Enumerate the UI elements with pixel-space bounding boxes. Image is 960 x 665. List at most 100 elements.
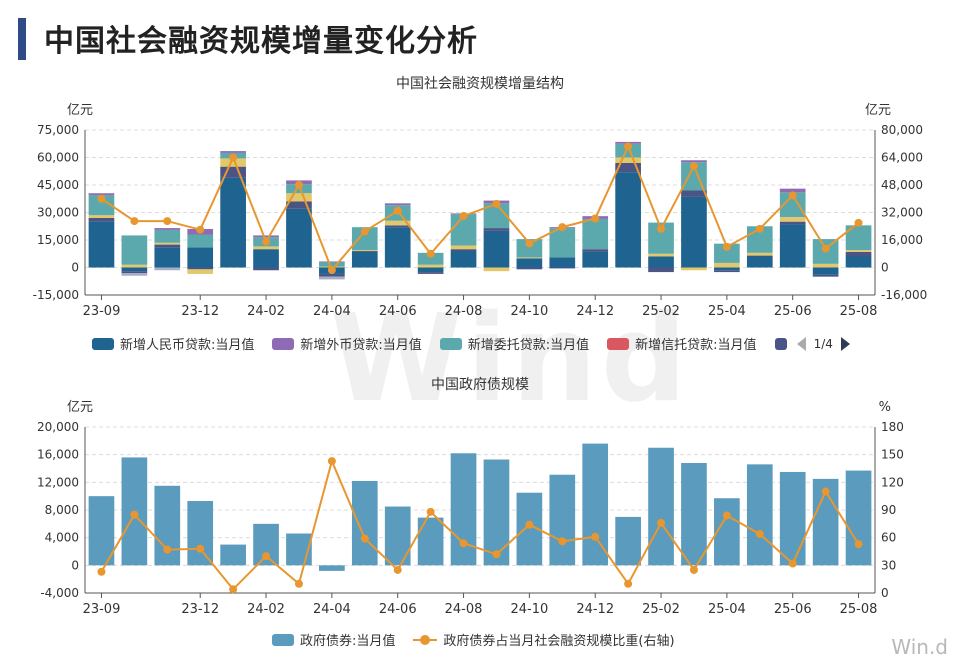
legend-item-rmb-loans[interactable]: 新增人民币贷款:当月值 [92,334,254,353]
y-tick-label-right: 30 [881,558,896,572]
bar-segment [253,235,279,238]
bar-segment [779,221,806,225]
line-point [525,520,534,529]
bar-segment [714,267,740,271]
title-accent-bar [18,18,26,60]
legend-label: 新增人民币贷款:当月值 [120,338,255,353]
line-point [229,153,238,162]
x-tick-label: 24-10 [510,602,548,617]
y-tick-label-right: 120 [881,475,904,489]
bar-segment [516,258,543,268]
line-point [689,162,698,171]
legend-swatch [92,337,114,350]
line-point [130,217,139,226]
y-tick-label-right: 150 [881,448,904,462]
line-point [360,534,369,543]
line-point [294,579,303,588]
bar-segment [779,224,806,268]
bar-segment [286,201,312,209]
bar-segment [516,239,543,258]
bar-segment [351,251,378,268]
bar-segment [483,459,510,566]
x-tick-label: 25-02 [642,304,680,319]
bar-segment [384,220,411,226]
line-point [393,206,402,215]
legend-swatch [272,337,295,350]
bar-segment [187,501,214,566]
watermark-logo: Wind [330,290,691,429]
line-point [689,565,698,574]
bar-segment [220,166,246,178]
bar-segment [121,264,148,268]
legend-item-entrusted-loans[interactable]: 新增委托贷款:当月值 [439,334,589,353]
y-tick-label-left: 16,000 [37,448,79,462]
bar-segment [253,249,279,268]
y-tick-label-left: 45,000 [37,178,79,192]
line-point [558,537,567,546]
bar-segment [681,196,707,268]
bar-segment [187,247,214,268]
bar-segment [549,267,576,269]
legend-label: 新增信托贷款:当月值 [635,338,757,353]
legend-item-fx-loans[interactable]: 新增外币贷款:当月值 [272,334,422,353]
bar-segment [384,203,411,206]
bar-segment [417,267,444,273]
y-tick-label-right: 32,000 [881,206,923,220]
bar-segment [746,256,773,268]
line-point [558,223,567,232]
line-series [100,458,860,591]
bar-segment [88,215,115,218]
y-tick-label-left: -4,000 [40,586,79,600]
line-point [492,199,501,208]
line-point [657,518,666,527]
x-tick-label: 25-04 [708,304,746,319]
bar-segment [516,267,543,270]
line-point [262,552,271,561]
bar-segment [319,565,345,571]
bar-segment [319,262,345,267]
y-tick-label-right: 90 [881,503,896,517]
bar-segment [648,447,674,566]
x-tick-label: 25-08 [840,602,878,617]
legend-item-gov-bonds[interactable]: 政府债券:当月值 [272,630,395,649]
chart2-legend: 政府债券:当月值 政府债券占当月社会融资规模比重(右轴) [272,630,693,649]
bar-segment [187,267,214,270]
bar-segment [220,151,246,153]
line-point [854,218,863,227]
bar-segment [483,228,510,231]
line-point [788,191,797,200]
legend-item-trust-loans[interactable]: 新增信托贷款:当月值 [607,334,757,353]
bar-segment [582,443,609,566]
line-point [229,585,238,594]
line-point [196,544,205,553]
bar-segment [121,235,148,265]
bar-segment [681,267,707,271]
legend-prev-page-icon[interactable] [796,336,806,351]
bar-segment [319,276,345,280]
legend-next-page-icon[interactable] [840,336,850,351]
bar-segment [615,143,641,158]
line-point [722,511,731,520]
bar-segment [88,218,115,222]
bar-segment [549,228,576,258]
y-tick-label-left: 20,000 [37,420,79,434]
x-tick-label: 23-12 [181,304,219,319]
bar-segment [384,225,411,228]
legend-item-gov-bond-share[interactable]: 政府债券占当月社会融资规模比重(右轴) [413,630,675,649]
x-tick-label: 24-06 [379,602,417,617]
bar-segment [615,172,641,268]
line-point [591,532,600,541]
legend-page-indicator: 1/4 [813,336,833,351]
chart-title: 中国社会融资规模增量结构 [396,76,564,92]
bar-segment [88,193,115,196]
bar-segment [681,190,707,197]
y-tick-label-left: 4,000 [45,531,79,545]
chart-title: 中国政府债规模 [431,377,529,393]
bar-segment [779,471,806,566]
bar-segment [714,243,740,263]
line-point [97,194,106,203]
bar-segment [714,262,740,268]
y-tick-label-right: 180 [881,420,904,434]
bar-segment [319,273,345,277]
y-tick-label-right: 64,000 [881,151,923,165]
